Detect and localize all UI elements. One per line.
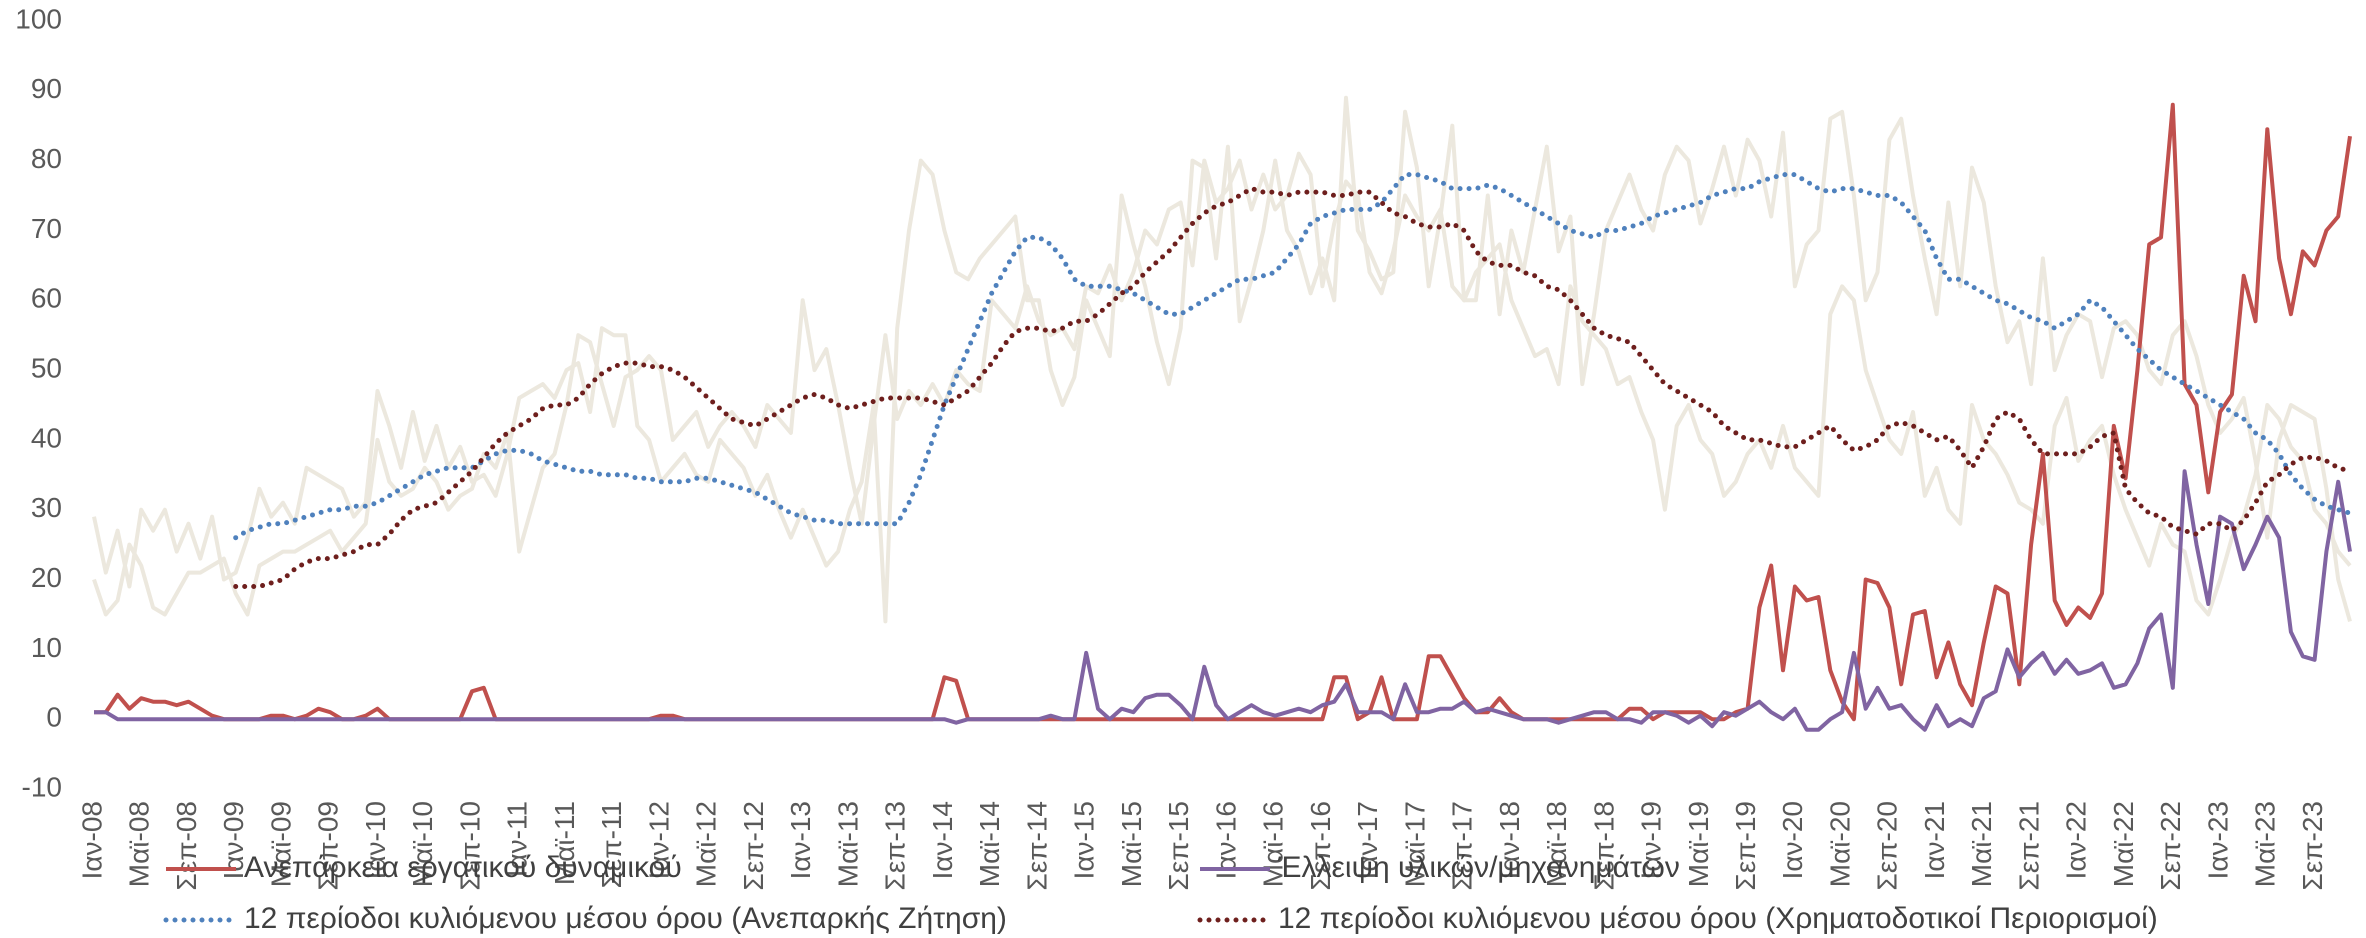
legend-label: Έλλειψη υλικών/μηχανημάτων	[1277, 851, 1680, 884]
x-tick-label: Σεπ-14	[1021, 801, 1052, 891]
series-line	[92, 95, 2352, 624]
x-tick-label: Σεπ-20	[1872, 801, 1903, 891]
x-tick-label: Μαϊ-16	[1258, 801, 1289, 887]
x-tick-label: Μαϊ-17	[1399, 801, 1430, 887]
x-tick-label: Ιαν-13	[785, 801, 816, 879]
x-tick-label: Ιαν-09	[218, 801, 249, 879]
x-tick-label: Μαϊ-19	[1683, 801, 1714, 887]
x-tick-label: Μαϊ-14	[974, 801, 1005, 887]
x-tick-label: Σεπ-21	[2013, 801, 2044, 891]
series-line	[233, 185, 2353, 589]
x-tick-label: Μαϊ-13	[832, 801, 863, 887]
x-tick-label: Μαϊ-10	[407, 801, 438, 887]
x-tick-label: Ιαν-20	[1777, 801, 1808, 879]
series-line	[92, 151, 2352, 617]
y-tick-label: -10	[22, 771, 62, 802]
x-tick-label: Ιαν-15	[1069, 801, 1100, 879]
x-tick-label: Ιαν-16	[1210, 801, 1241, 879]
x-tick-label: Σεπ-22	[2155, 801, 2186, 891]
x-tick-label: Ιαν-17	[1352, 801, 1383, 879]
x-tick-label: Σεπ-18	[1588, 801, 1619, 891]
x-tick-label: Μαϊ-11	[549, 801, 580, 885]
x-tick-label: Σεπ-12	[738, 801, 769, 891]
x-tick-label: Μαϊ-08	[124, 801, 155, 887]
y-tick-label: 40	[31, 422, 62, 453]
y-tick-label: 0	[46, 702, 62, 733]
y-tick-label: 10	[31, 632, 62, 663]
y-tick-label: 80	[31, 143, 62, 174]
series-line	[94, 102, 2352, 722]
x-tick-label: Μαϊ-18	[1541, 801, 1572, 887]
x-tick-label: Ιαν-10	[360, 801, 391, 879]
x-tick-label: Σεπ-09	[313, 801, 344, 891]
legend-label: Ανεπάρκεια εργατικού δυναμικού	[244, 851, 682, 884]
x-tick-label: Μαϊ-22	[2108, 801, 2139, 887]
x-tick-label: Ιαν-21	[1919, 801, 1950, 879]
x-tick-label: Μαϊ-09	[265, 801, 296, 887]
x-tick-label: Σεπ-16	[1305, 801, 1336, 891]
x-tick-label: Ιαν-08	[76, 801, 107, 879]
x-tick-label: Ιαν-11	[502, 801, 533, 877]
x-tick-label: Μαϊ-15	[1116, 801, 1147, 887]
legend-label: 12 περίοδοι κυλιόμενου μέσου όρου (Χρημα…	[1278, 902, 2158, 935]
y-tick-label: 60	[31, 283, 62, 314]
legend-label: 12 περίοδοι κυλιόμενου μέσου όρου (Ανεπα…	[244, 902, 1007, 935]
x-tick-label: Σεπ-19	[1730, 801, 1761, 891]
x-tick-label: Μαϊ-12	[691, 801, 722, 887]
x-tick-label: Ιαν-18	[1494, 801, 1525, 879]
x-tick-label: Σεπ-08	[171, 801, 202, 891]
x-tick-label: Σεπ-13	[880, 801, 911, 891]
series-line	[94, 469, 2352, 732]
x-tick-label: Σεπ-15	[1163, 801, 1194, 891]
x-tick-label: Σεπ-17	[1447, 801, 1478, 891]
x-tick-label: Σεπ-10	[454, 801, 485, 891]
x-tick-label: Μαϊ-23	[2250, 801, 2281, 887]
y-tick-label: 90	[31, 73, 62, 104]
series-line	[233, 172, 2353, 541]
x-tick-label: Ιαν-12	[643, 801, 674, 879]
y-tick-label: 100	[15, 3, 62, 34]
x-tick-label: Ιαν-22	[2061, 801, 2092, 879]
y-tick-label: 30	[31, 492, 62, 523]
x-tick-label: Ιαν-19	[1636, 801, 1667, 879]
x-tick-label: Σεπ-23	[2297, 801, 2328, 891]
x-tick-label: Μαϊ-20	[1824, 801, 1855, 887]
y-tick-label: 20	[31, 562, 62, 593]
x-tick-label: Ιαν-23	[2202, 801, 2233, 879]
y-tick-label: 50	[31, 352, 62, 383]
x-tick-label: Σεπ-11	[596, 801, 627, 889]
x-tick-label: Μαϊ-21	[1966, 801, 1997, 887]
x-tick-label: Ιαν-14	[927, 801, 958, 879]
y-tick-label: 70	[31, 213, 62, 244]
